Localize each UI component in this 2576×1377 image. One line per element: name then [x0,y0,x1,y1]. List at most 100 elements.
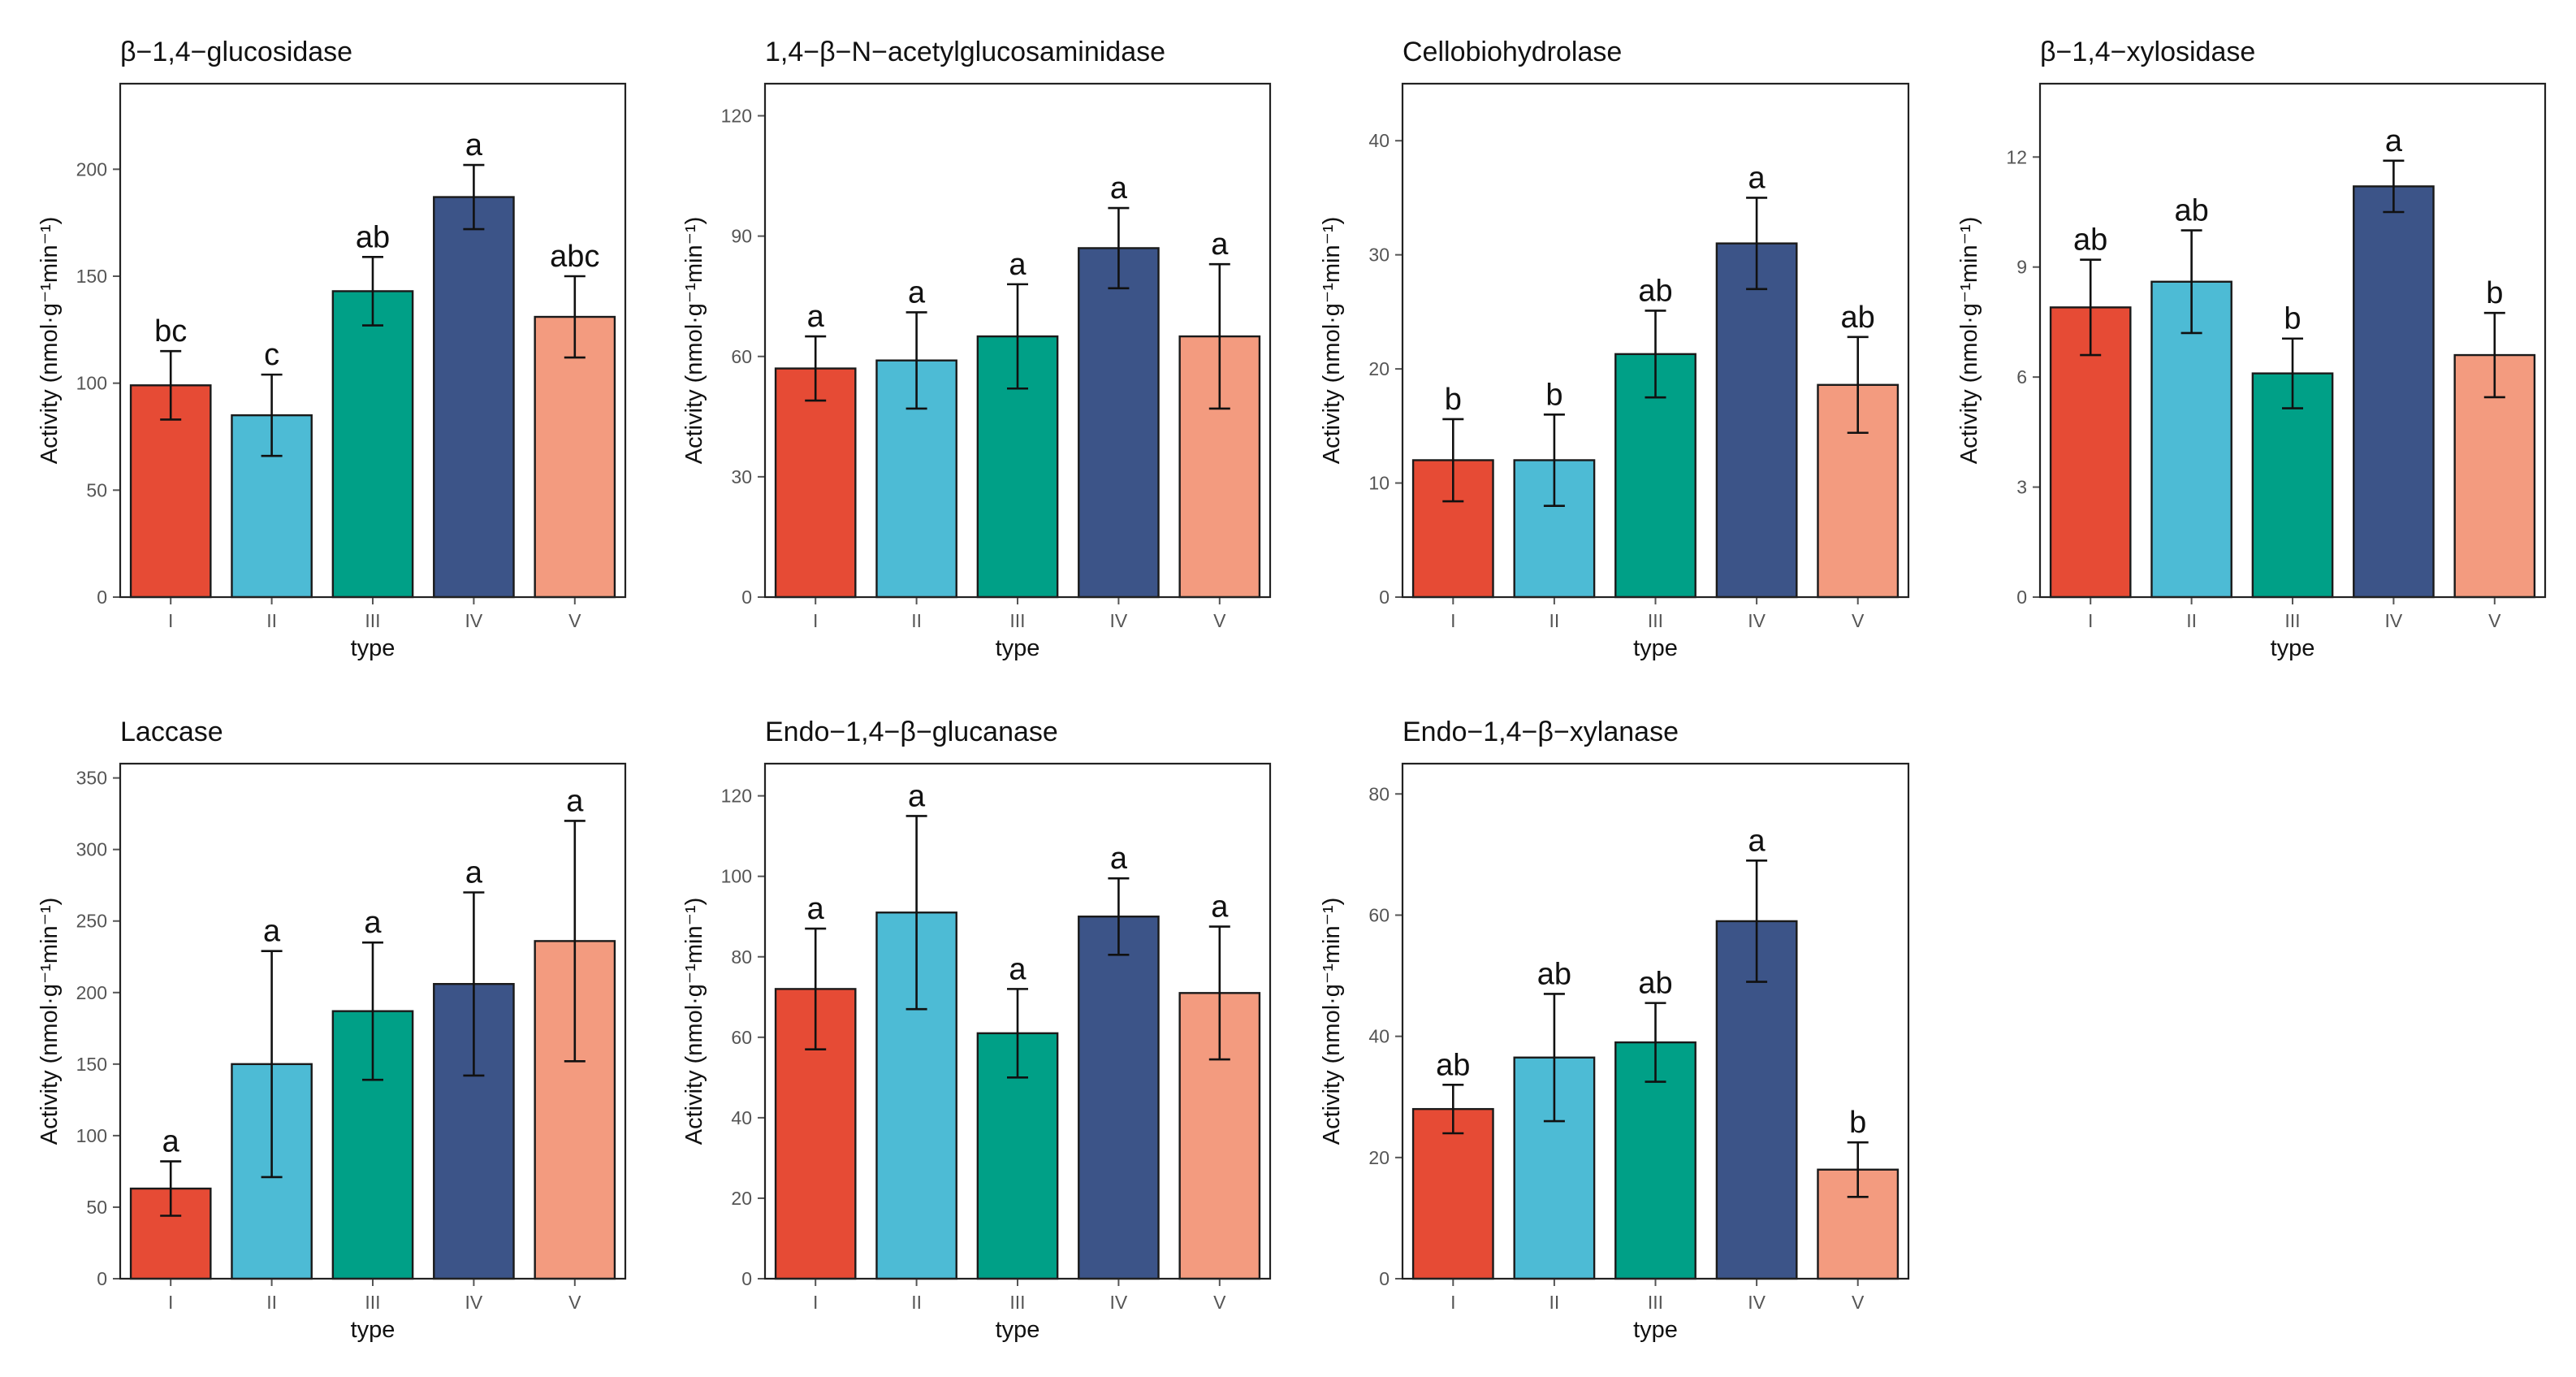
y-tick-label: 20 [731,1188,752,1209]
y-tick-label: 0 [1379,1268,1390,1289]
x-tick-label: II [1549,1292,1560,1313]
y-axis-label: Activity (nmol·g⁻¹min⁻¹) [681,898,707,1145]
y-tick-label: 3 [2016,477,2027,498]
y-axis-label: Activity (nmol·g⁻¹min⁻¹) [681,217,707,465]
panel-title: β−1,4−xylosidase [2040,37,2255,67]
y-tick-label: 60 [1368,904,1390,925]
y-tick-label: 40 [731,1107,752,1128]
significance-letter: a [908,275,926,310]
bar-I [1411,1107,1494,1280]
y-tick-label: 20 [1368,358,1390,379]
y-tick-label: 50 [86,479,107,500]
significance-letter: a [566,784,584,818]
y-tick-label: 200 [76,158,107,180]
panel-7: Endo−1,4−β−xylanase020406080abIabIIabIII… [1319,717,1910,1343]
plot-frame [763,762,1272,1280]
y-tick-label: 30 [731,466,752,487]
x-tick-label: III [1009,1292,1025,1313]
significance-letter: a [1110,171,1128,206]
panel-4: β−1,4−xylosidase 0 3 6 9 12 ab Iab II b III a IV b Vty… [1956,37,2547,661]
panel-title: 1,4−β−N−acetylglucosaminidase [765,37,1165,67]
plot-frame [2038,82,2547,599]
panel-title: Cellobiohydrolase [1403,37,1622,67]
x-axis-label: type [2271,635,2315,661]
y-tick-label: 80 [1368,783,1390,804]
significance-letter: ab [1638,274,1672,308]
y-tick-label: 30 [1368,245,1390,266]
significance-letter: ab [2073,223,2107,258]
y-tick-label: 0 [741,587,752,608]
significance-letter: b [1545,378,1562,412]
x-tick-label: IV [465,1292,483,1313]
bar-I [129,384,212,599]
x-tick-label: II [266,1292,277,1313]
significance-letter: a [1009,248,1027,282]
plot-frame [119,762,627,1280]
x-tick-label: IV [1110,610,1128,631]
y-tick-label: 350 [76,768,107,789]
y-tick-label: 90 [731,226,752,247]
y-tick-label: 120 [721,106,752,127]
x-tick-label: III [2284,610,2300,631]
significance-letter: a [2385,124,2403,158]
y-tick-label: 20 [1368,1147,1390,1168]
y-tick-label: 6 [2016,366,2027,388]
significance-letter: a [162,1125,180,1159]
x-tick-label: I [168,610,173,631]
x-tick-label: II [1549,610,1560,631]
x-tick-label: III [1648,610,1663,631]
y-tick-label: 0 [2016,587,2027,608]
panel-title: Endo−1,4−β−glucanase [765,717,1058,747]
y-tick-label: 300 [76,839,107,860]
y-tick-label: 50 [86,1197,107,1218]
y-tick-label: 150 [76,266,107,287]
significance-letter: a [1211,227,1229,262]
significance-letter: a [807,892,825,926]
bar-II [2150,280,2232,599]
panel-title: Laccase [120,717,223,747]
significance-letter: a [807,300,825,334]
plot-frame [1401,762,1910,1280]
x-axis-label: type [996,635,1040,661]
significance-letter: b [2486,276,2503,310]
bar-III [331,290,414,599]
x-tick-label: II [911,1292,922,1313]
x-axis-label: type [351,635,395,661]
y-tick-label: 60 [731,1027,752,1048]
significance-letter: a [465,128,483,162]
panel-6: Endo−1,4−β−glucanase 0 20 40 60 80 100 120 a Ia II… [681,717,1272,1343]
panel-3: Cellobiohydrolase 0 10 20 30 40 b Ib II ab III a IV a… [1319,37,1910,661]
significance-letter: ab [356,220,390,254]
x-tick-label: III [365,1292,380,1313]
y-tick-label: 9 [2016,257,2027,278]
significance-letter: a [465,856,483,890]
y-axis-label: Activity (nmol·g⁻¹min⁻¹) [1319,898,1345,1145]
plot-frame [763,82,1272,599]
x-tick-label: V [1213,610,1226,631]
panel-1: β−1,4−glucosidase 0 50 100 150 200 bc Ic II ab III… [37,37,627,661]
y-axis-label: Activity (nmol·g⁻¹min⁻¹) [1956,217,1982,465]
y-tick-label: 120 [721,786,752,807]
plot-frame [119,82,627,599]
x-tick-label: V [568,1292,581,1313]
y-axis-label: Activity (nmol·g⁻¹min⁻¹) [1319,217,1345,465]
x-tick-label: IV [1748,610,1766,631]
x-tick-label: III [1009,610,1025,631]
x-axis-label: type [1633,635,1678,661]
y-axis-label: Activity (nmol·g⁻¹min⁻¹) [37,217,63,465]
significance-letter: a [1211,890,1229,924]
significance-letter: b [1849,1106,1866,1140]
y-tick-label: 40 [1368,1026,1390,1047]
significance-letter: a [364,906,382,940]
x-tick-label: V [1213,1292,1226,1313]
y-tick-label: 0 [97,587,107,608]
x-tick-label: III [1648,1292,1663,1313]
significance-letter: ab [1638,967,1672,1001]
x-tick-label: V [1852,610,1865,631]
x-tick-label: IV [2385,610,2403,631]
panel-title: Endo−1,4−β−xylanase [1403,717,1679,747]
bar-IV [1715,242,1798,599]
x-tick-label: II [266,610,277,631]
y-tick-label: 80 [731,946,752,968]
